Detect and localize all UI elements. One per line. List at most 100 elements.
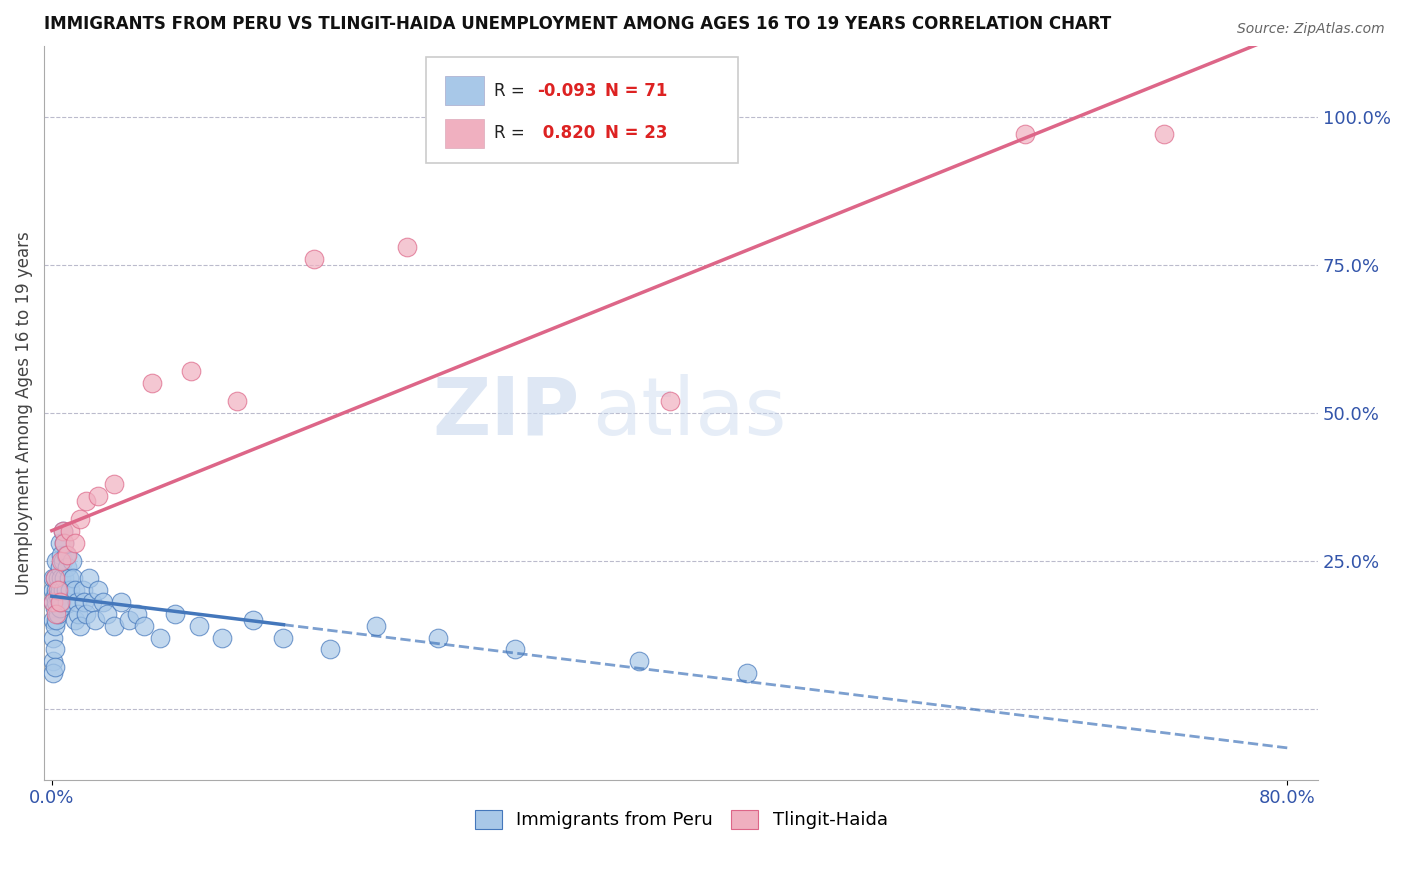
Point <box>53 571 76 585</box>
Point <box>49 548 72 562</box>
Text: N = 23: N = 23 <box>605 124 668 142</box>
Text: Source: ZipAtlas.com: Source: ZipAtlas.com <box>1237 22 1385 37</box>
Point <box>63 613 86 627</box>
Point <box>42 583 65 598</box>
Point <box>42 595 65 609</box>
Point <box>77 571 100 585</box>
Point <box>46 607 69 621</box>
Point <box>48 559 70 574</box>
Point <box>273 631 295 645</box>
Point <box>42 595 65 609</box>
Point <box>56 595 79 609</box>
Point <box>134 618 156 632</box>
Point <box>44 618 66 632</box>
Point <box>242 613 264 627</box>
Point <box>52 524 75 538</box>
Point <box>103 476 125 491</box>
Point <box>319 642 342 657</box>
Text: atlas: atlas <box>592 374 786 451</box>
Point <box>60 553 83 567</box>
Point <box>69 512 91 526</box>
Text: -0.093: -0.093 <box>537 81 596 100</box>
Point <box>84 613 107 627</box>
Point <box>735 666 758 681</box>
Point <box>87 583 110 598</box>
Point <box>46 571 69 585</box>
FancyBboxPatch shape <box>426 57 738 163</box>
Point <box>59 583 82 598</box>
Point <box>1153 128 1175 142</box>
Point <box>59 524 82 538</box>
Point <box>48 595 70 609</box>
Point <box>44 660 66 674</box>
Point <box>187 618 209 632</box>
Text: 0.820: 0.820 <box>537 124 595 142</box>
Text: R =: R = <box>494 124 524 142</box>
Point <box>42 654 65 668</box>
Point <box>503 642 526 657</box>
Point <box>52 583 75 598</box>
Point <box>87 488 110 502</box>
Point <box>110 595 132 609</box>
Text: N = 71: N = 71 <box>605 81 666 100</box>
Point <box>226 393 249 408</box>
Point <box>46 583 69 598</box>
Point <box>42 571 65 585</box>
Point <box>42 613 65 627</box>
Point <box>45 583 67 598</box>
Point <box>55 548 77 562</box>
Point <box>118 613 141 627</box>
Point <box>103 618 125 632</box>
Point <box>52 524 75 538</box>
Point <box>72 583 94 598</box>
Point <box>658 393 681 408</box>
Point <box>44 589 66 603</box>
Point <box>53 536 76 550</box>
Point <box>426 631 449 645</box>
Point <box>44 571 66 585</box>
Point <box>45 553 67 567</box>
Point <box>80 595 103 609</box>
Bar <box>446 76 484 105</box>
Point <box>46 589 69 603</box>
Point <box>96 607 118 621</box>
Point <box>366 618 388 632</box>
Point <box>211 631 233 645</box>
Point <box>49 595 72 609</box>
Point <box>56 559 79 574</box>
Point <box>141 376 163 390</box>
Point <box>44 642 66 657</box>
Point <box>91 595 114 609</box>
Text: ZIP: ZIP <box>432 374 579 451</box>
Point <box>73 595 96 609</box>
Point <box>45 607 67 621</box>
Point <box>125 607 148 621</box>
Point <box>165 607 187 621</box>
Bar <box>446 119 484 148</box>
Point <box>45 595 67 609</box>
Point <box>42 666 65 681</box>
Point <box>42 631 65 645</box>
Point <box>69 618 91 632</box>
Point <box>75 607 97 621</box>
Point <box>58 571 80 585</box>
Point <box>304 252 326 266</box>
Point <box>63 536 86 550</box>
Point <box>627 654 650 668</box>
Point <box>44 601 66 615</box>
Point <box>56 548 79 562</box>
Point <box>180 364 202 378</box>
Text: IMMIGRANTS FROM PERU VS TLINGIT-HAIDA UNEMPLOYMENT AMONG AGES 16 TO 19 YEARS COR: IMMIGRANTS FROM PERU VS TLINGIT-HAIDA UN… <box>44 15 1111 33</box>
Point <box>44 571 66 585</box>
Point <box>53 536 76 550</box>
Point <box>395 240 418 254</box>
Text: R =: R = <box>494 81 530 100</box>
Legend: Immigrants from Peru, Tlingit-Haida: Immigrants from Peru, Tlingit-Haida <box>467 803 894 837</box>
Point <box>48 601 70 615</box>
Point <box>48 583 70 598</box>
Point <box>52 553 75 567</box>
Point <box>62 571 84 585</box>
Point <box>149 631 172 645</box>
Point <box>1014 128 1036 142</box>
Point <box>48 536 70 550</box>
